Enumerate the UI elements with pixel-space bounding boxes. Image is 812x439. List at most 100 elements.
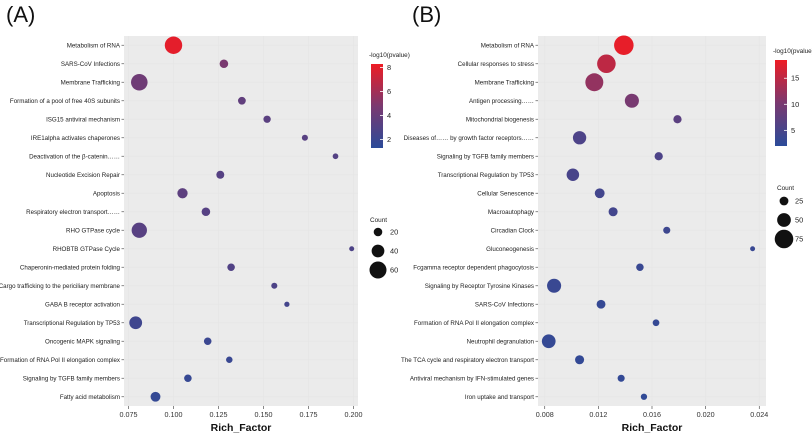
term-label: Cellular Senescence — [477, 190, 534, 197]
term-label: Oncogenic MAPK signaling — [45, 338, 121, 345]
term-label: Membrane Trafficking — [475, 79, 535, 86]
term-label: Deactivation of the β-catenin…… — [29, 153, 120, 160]
colorbar-tick-label: 10 — [791, 100, 799, 109]
term-label: Chaperonin-mediated protein folding — [20, 264, 121, 271]
bubble-nucleotide-excision-repair — [216, 170, 225, 179]
colorbar-tick-label: 2 — [387, 135, 391, 144]
bubble-fcgamma-receptor-dependent-phagocytosis — [636, 263, 644, 271]
x-tick-label: 0.020 — [697, 410, 715, 419]
bubble-isg15-antiviral-mechanism — [263, 115, 271, 123]
x-tick-label: 0.100 — [165, 410, 183, 419]
term-label: Apoptosis — [93, 190, 120, 197]
term-label: Mitochondrial biogenesis — [466, 116, 534, 123]
x-tick-label: 0.016 — [643, 410, 661, 419]
plot-area — [124, 36, 358, 406]
panel-a: (A) Metabolism of RNA SARS-CoV Infections M… — [0, 2, 410, 434]
size-legend-circle — [777, 213, 791, 227]
term-label: Cargo trafficking to the periciliary mem… — [0, 283, 121, 290]
size-legend-label: 75 — [795, 235, 803, 244]
bubble-the-tca-cycle-and-respiratory-electron-transport — [575, 355, 585, 365]
term-label: Cellular responses to stress — [458, 61, 534, 68]
size-legend-label: 50 — [795, 216, 803, 225]
bubble-formation-of-rna-pol-ii-elongation-complex — [226, 356, 233, 363]
bubble-gluconeogenesis — [750, 246, 756, 252]
colorbar-title: -log10(pvalue) — [773, 48, 812, 55]
bubble-iron-uptake-and-transport — [640, 393, 648, 400]
term-label: Metabolism of RNA — [481, 42, 535, 49]
bubble-formation-of-rna-pol-ii-elongation-complex — [652, 319, 660, 327]
bubble-antiviral-mechanism-by-ifn-stimulated-genes — [617, 374, 625, 382]
x-tick-label: 0.200 — [345, 410, 363, 419]
bubble-ire1alpha-activates-chaperones — [301, 134, 308, 141]
term-label: Metabolism of RNA — [67, 42, 121, 49]
bubble-metabolism-of-rna — [614, 35, 634, 56]
bubble-oncogenic-mapk-signaling — [203, 337, 212, 346]
bubble-fatty-acid-metabolism — [150, 391, 161, 402]
term-label: SARS-CoV Infections — [61, 61, 120, 68]
bubble-membrane-trafficking — [585, 73, 604, 92]
x-axis-label: Rich_Factor — [211, 422, 272, 434]
bubble-respiratory-electron-transport — [201, 207, 211, 217]
size-legend-label: 40 — [390, 247, 398, 256]
bubble-sars-cov-infections — [596, 299, 606, 309]
size-legend-circle — [371, 244, 385, 258]
colorbar — [775, 60, 787, 146]
x-tick-label: 0.024 — [750, 410, 768, 419]
term-label: GABA B receptor activation — [45, 301, 121, 308]
term-label: ISG15 antiviral mechanism — [46, 116, 120, 123]
bubble-gaba-b-receptor-activation — [284, 301, 290, 307]
bubble-transcriptional-regulation-by-tp53 — [129, 316, 143, 330]
bubble-chaperonin-mediated-protein-folding — [227, 263, 235, 272]
term-label: Membrane Trafficking — [61, 79, 121, 86]
term-label: Fcgamma receptor dependent phagocytosis — [413, 264, 534, 271]
bubble-macroautophagy — [608, 207, 618, 217]
size-legend-title: Count — [370, 217, 387, 224]
colorbar-tick-label: 6 — [387, 87, 391, 96]
bubble-signaling-by-tgfb-family-members — [184, 374, 192, 383]
size-legend-circle — [369, 261, 387, 279]
term-label: RHO GTPase cycle — [66, 227, 121, 234]
term-label: Formation of RNA Pol II elongation compl… — [0, 357, 121, 364]
bubble-circadian-clock — [663, 226, 671, 234]
colorbar-tick-label: 5 — [791, 126, 795, 135]
size-legend-circle — [779, 196, 789, 206]
term-label: Antigen processing…… — [469, 98, 534, 105]
bubble-signaling-by-tgfb-family-members — [654, 152, 663, 161]
term-label: Iron uptake and transport — [465, 394, 534, 401]
term-label: Diseases of…… by growth factor receptors… — [404, 135, 534, 142]
term-label: SARS-CoV Infections — [475, 301, 534, 308]
term-label: Formation of RNA Pol II elongation compl… — [414, 320, 535, 327]
bubble-signaling-by-receptor-tyrosine-kinases — [547, 278, 562, 293]
size-legend-circle — [774, 229, 794, 249]
bubble-antigen-processing — [624, 93, 639, 108]
x-tick-label: 0.075 — [120, 410, 138, 419]
colorbar-tick-label: 4 — [387, 111, 391, 120]
term-label: Respiratory electron transport…… — [26, 209, 120, 216]
size-legend-title: Count — [777, 185, 794, 192]
bubble-rhobtb-gtpase-cycle — [349, 246, 355, 252]
term-label: Transcriptional Regulation by TP53 — [438, 172, 535, 179]
size-legend-label: 60 — [390, 266, 398, 275]
panel-b: (B) Metabolism of RNA Cellular responses t… — [401, 2, 812, 434]
bubble-metabolism-of-rna — [164, 36, 183, 54]
bubble-cellular-senescence — [594, 188, 605, 199]
term-label: IRE1alpha activates chaperones — [31, 135, 120, 142]
term-label: Signaling by TGFB family members — [437, 153, 534, 160]
term-label: Fatty acid metabolism — [60, 394, 120, 401]
term-label: The TCA cycle and respiratory electron t… — [401, 357, 534, 364]
colorbar-tick-label: 15 — [791, 74, 799, 83]
bubble-deactivation-of-the-catenin — [332, 153, 339, 160]
bubble-mitochondrial-biogenesis — [673, 115, 682, 124]
term-label: Nucleotide Excision Repair — [46, 172, 120, 179]
bubble-rho-gtpase-cycle — [131, 222, 147, 238]
x-tick-label: 0.150 — [255, 410, 273, 419]
bubble-neutrophil-degranulation — [541, 334, 556, 349]
colorbar — [371, 64, 383, 148]
bubble-diseases-of-by-growth-factor-receptors — [572, 131, 587, 145]
term-label: Formation of a pool of free 40S subunits — [10, 98, 120, 105]
x-axis-label: Rich_Factor — [622, 422, 683, 434]
bubble-transcriptional-regulation-by-tp53 — [566, 168, 580, 182]
size-legend-label: 25 — [795, 197, 803, 206]
term-label: Macroautophagy — [488, 209, 535, 216]
